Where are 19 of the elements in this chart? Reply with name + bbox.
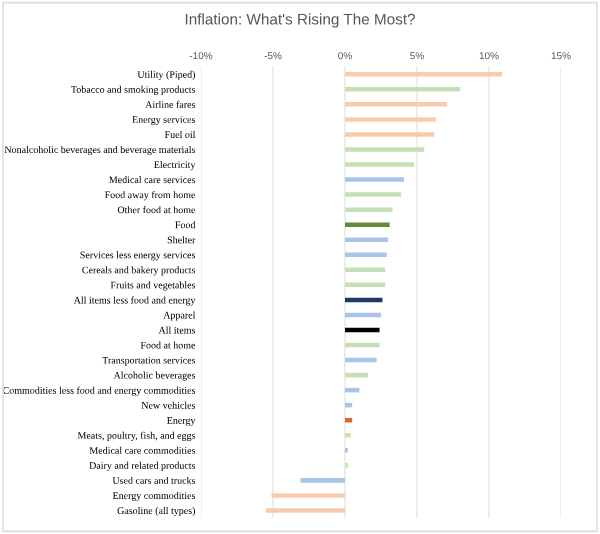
bar	[345, 132, 435, 137]
bar	[345, 72, 502, 77]
bar	[300, 478, 345, 483]
bar	[345, 147, 425, 152]
bar	[345, 102, 448, 107]
bar	[345, 177, 405, 182]
bar	[271, 493, 345, 498]
bar	[345, 222, 390, 227]
bar	[345, 117, 436, 122]
bar	[265, 508, 345, 513]
bar	[345, 162, 415, 167]
bar	[345, 357, 377, 363]
bar	[345, 87, 461, 92]
bar	[345, 192, 402, 197]
bar	[345, 207, 393, 212]
bar	[345, 433, 351, 438]
bar	[345, 342, 380, 348]
bar	[345, 237, 389, 242]
bar	[345, 327, 380, 333]
